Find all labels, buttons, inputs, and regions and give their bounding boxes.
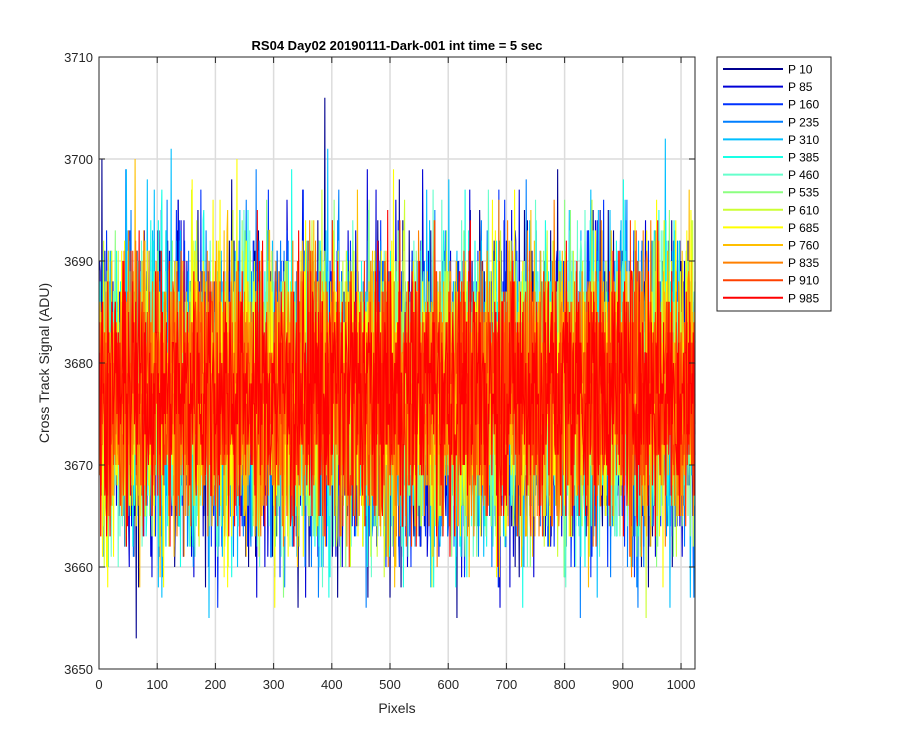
- legend-label: P 460: [788, 168, 819, 182]
- legend-label: P 910: [788, 274, 819, 288]
- legend-label: P 235: [788, 115, 819, 129]
- legend-label: P 685: [788, 221, 819, 235]
- legend-label: P 985: [788, 291, 819, 305]
- y-tick-label: 3660: [64, 560, 93, 575]
- axis-ticks: [98, 56, 695, 670]
- legend-label: P 160: [788, 98, 819, 112]
- x-tick-label: 600: [437, 677, 459, 692]
- chart-title: RS04 Day02 20190111-Dark-001 int time = …: [252, 38, 543, 53]
- legend-label: P 10: [788, 63, 813, 77]
- x-tick-label: 500: [379, 677, 401, 692]
- legend-box: [716, 56, 832, 312]
- x-tick-label: 400: [321, 677, 343, 692]
- y-tick-label: 3700: [64, 152, 93, 167]
- y-tick-label: 3650: [64, 662, 93, 677]
- x-axis-title: Pixels: [378, 700, 415, 716]
- x-tick-label: 100: [146, 677, 168, 692]
- x-tick-label: 300: [263, 677, 285, 692]
- y-axis-title: Cross Track Signal (ADU): [36, 283, 52, 443]
- y-tick-label: 3690: [64, 254, 93, 269]
- series-lines: [99, 97, 696, 639]
- legend-label: P 85: [788, 80, 813, 94]
- y-tick-label: 3670: [64, 458, 93, 473]
- x-tick-label: 800: [554, 677, 576, 692]
- y-tick-label: 3680: [64, 356, 93, 371]
- legend-label: P 760: [788, 239, 819, 253]
- legend-label: P 385: [788, 151, 819, 165]
- series-line-14: [99, 209, 696, 568]
- legend-label: P 610: [788, 203, 819, 217]
- y-tick-label: 3710: [64, 50, 93, 65]
- legend-label: P 535: [788, 186, 819, 200]
- legend-label: P 310: [788, 133, 819, 147]
- legend: P 10 P 85 P 160 P 235 P 310 P 385 P 460 P 535 P …: [716, 56, 832, 312]
- x-tick-label: 1000: [667, 677, 696, 692]
- legend-label: P 835: [788, 256, 819, 270]
- x-tick-label: 0: [95, 677, 102, 692]
- x-tick-label: 700: [496, 677, 518, 692]
- tick-labels: 0 100 200 300 400 500 600 700 800 900 1000 3650 3660…: [64, 50, 695, 692]
- x-tick-label: 200: [205, 677, 227, 692]
- x-tick-label: 900: [612, 677, 634, 692]
